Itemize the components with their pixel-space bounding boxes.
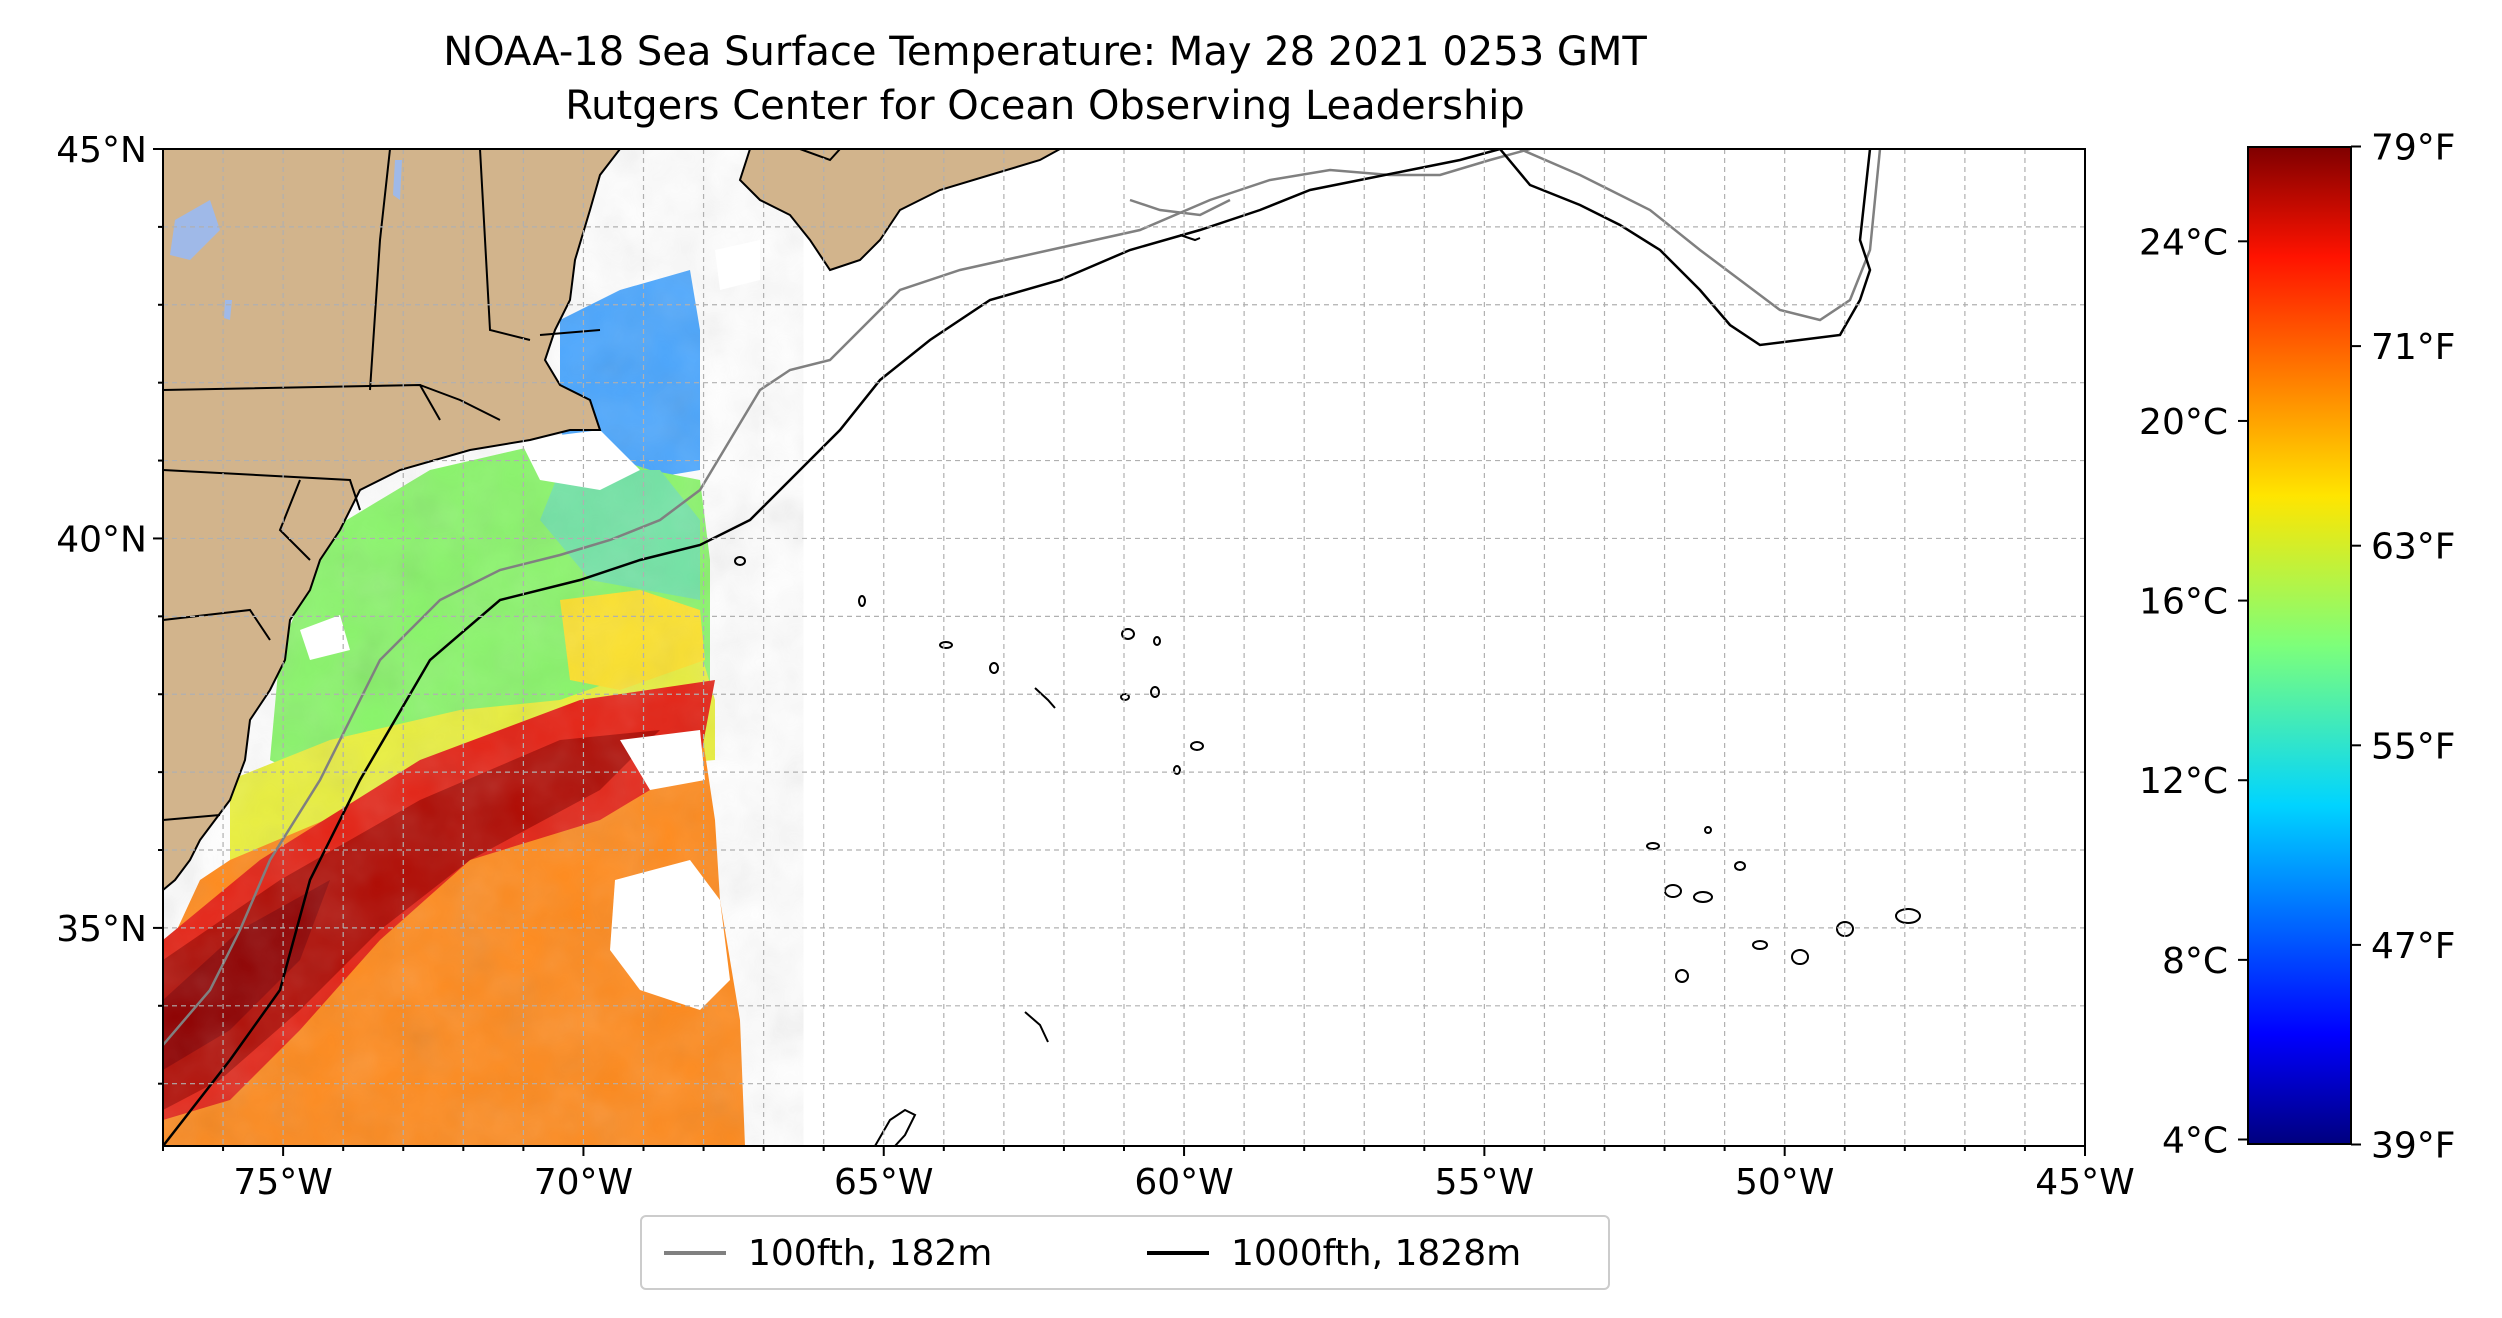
x-tick-label: 75°W — [233, 1162, 332, 1203]
y-tick-label: 40°N — [56, 519, 147, 560]
y-tick-label: 45°N — [56, 130, 147, 171]
gridlines — [163, 149, 2085, 1146]
legend-item-1000fth: 1000fth, 1828m — [1147, 1229, 1521, 1277]
celsius-tick-label: 16°C — [2139, 582, 2228, 623]
fahrenheit-tick-label: 55°F — [2371, 726, 2456, 767]
legend-item-100fth: 100fth, 182m — [664, 1229, 992, 1277]
x-tick-label: 55°W — [1435, 1162, 1534, 1203]
legend-label-1000fth: 1000fth, 1828m — [1231, 1232, 1522, 1274]
x-tick-label: 45°W — [2035, 1162, 2134, 1203]
colorbar: 24°C 20°C 16°C 12°C 8°C 4°C 79°F 71°F 63°F 55°F 47… — [2139, 128, 2455, 1167]
map-area — [163, 149, 2085, 1146]
map-title: NOAA-18 Sea Surface Temperature: May 28 … — [0, 0, 2502, 140]
legend-label-100fth: 100fth, 182m — [748, 1232, 993, 1274]
title-line-2: Rutgers Center for Ocean Observing Leade… — [565, 83, 1525, 129]
colorbar-ticks: 24°C 20°C 16°C 12°C 8°C 4°C 79°F 71°F 63°F 55°F 47… — [2139, 128, 2455, 1167]
fahrenheit-tick-label: 47°F — [2371, 926, 2456, 967]
x-tick-label: 60°W — [1134, 1162, 1233, 1203]
celsius-tick-label: 12°C — [2139, 761, 2228, 802]
y-tick-label: 35°N — [56, 909, 147, 950]
fahrenheit-tick-label: 71°F — [2371, 327, 2456, 368]
colorbar-gradient — [2247, 146, 2352, 1145]
celsius-tick-label: 4°C — [2162, 1121, 2228, 1162]
isobath-1000fth — [163, 149, 1872, 1146]
map-axes: 75°W 70°W 65°W 60°W 55°W 50°W 45°W 45°N 40°N 35°N — [56, 130, 2134, 1203]
legend-swatch-100fth — [664, 1251, 726, 1255]
celsius-tick-label: 8°C — [2162, 941, 2228, 982]
isobath-100fth — [163, 149, 1882, 1046]
fahrenheit-tick-label: 63°F — [2371, 527, 2456, 568]
legend-swatch-1000fth — [1147, 1251, 1209, 1255]
celsius-tick-label: 20°C — [2139, 402, 2228, 443]
fahrenheit-tick-label: 79°F — [2371, 128, 2456, 169]
celsius-tick-label: 24°C — [2139, 222, 2228, 263]
fahrenheit-tick-label: 39°F — [2371, 1125, 2456, 1166]
title-line-1: NOAA-18 Sea Surface Temperature: May 28 … — [443, 29, 1647, 75]
x-tick-label: 50°W — [1735, 1162, 1834, 1203]
isobath-legend: 100fth, 182m 1000fth, 1828m — [640, 1215, 1610, 1290]
x-tick-label: 70°W — [534, 1162, 633, 1203]
lakes — [170, 160, 402, 320]
state-borders — [163, 149, 601, 821]
x-tick-label: 65°W — [834, 1162, 933, 1203]
